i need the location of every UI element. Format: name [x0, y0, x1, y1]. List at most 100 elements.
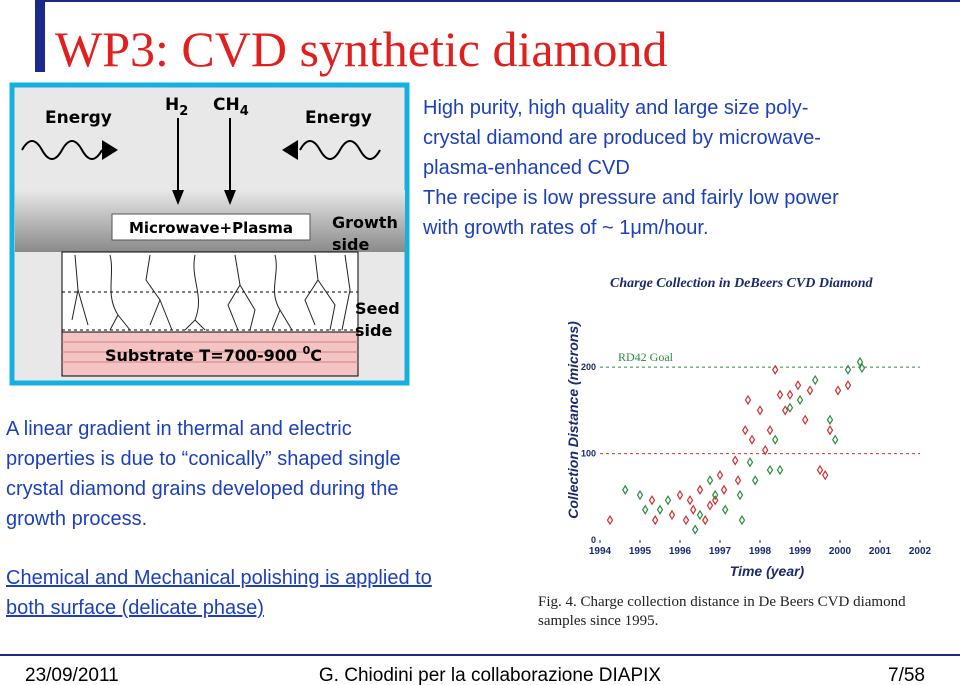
arrow-head [172, 190, 184, 205]
data-point [734, 475, 742, 486]
data-point [651, 514, 659, 526]
data-point [746, 457, 754, 468]
data-point [711, 495, 719, 506]
goal-label: RD42 Goal [618, 350, 674, 364]
data-point [821, 470, 829, 481]
data-point [794, 380, 802, 391]
substrate-label: Substrate T=700-900 0C [105, 344, 322, 365]
data-point [691, 524, 699, 535]
data-point [689, 504, 697, 515]
growth-label: Growth [332, 213, 398, 232]
data-point [786, 389, 794, 400]
arrow-head [224, 190, 236, 205]
growth-label: side [332, 235, 369, 254]
data-point [858, 362, 866, 374]
data-point [682, 514, 690, 526]
cvd-diagram: Energy Energy H2 CH4 Microwave+Plasma Gr… [9, 82, 410, 386]
ch4-label: CH4 [213, 95, 249, 119]
data-point [766, 425, 774, 436]
scatter-chart: Charge Collection in DeBeers CVD Diamond… [538, 276, 932, 629]
x-tick-label: 1999 [789, 546, 812, 557]
data-point [806, 385, 814, 396]
data-point [706, 475, 714, 486]
arrow-head [282, 140, 298, 160]
h2-sub: 2 [179, 104, 188, 119]
energy-waves [21, 140, 381, 160]
data-point [664, 495, 672, 506]
data-point [816, 464, 824, 476]
plasma-box [111, 213, 311, 241]
data-point [801, 414, 809, 425]
arrow-head [102, 140, 118, 160]
footer-date: 23/09/2011 [25, 665, 119, 685]
data-point [720, 484, 728, 496]
footer-author: G. Chiodini per la collaborazione DIAPIX [319, 665, 662, 685]
y-tick-label: 0 [591, 535, 596, 545]
data-point [656, 504, 664, 515]
substrate-unit: C [310, 346, 322, 365]
data-point [751, 475, 759, 486]
data-point [844, 380, 852, 391]
data-point [711, 489, 719, 501]
data-point [744, 394, 752, 406]
y-tick-label: 200 [581, 362, 596, 372]
data-point [636, 489, 644, 501]
data-point [796, 394, 804, 406]
substrate [61, 331, 359, 377]
text-line: both surface (delicate phase) [6, 597, 264, 619]
data-point [606, 514, 614, 526]
data-point [668, 509, 676, 521]
data-point [756, 405, 764, 416]
substrate-grid [62, 341, 358, 363]
footer-page: 7/58 [888, 665, 925, 685]
text-line: A linear gradient in thermal and electri… [6, 418, 352, 440]
data-point [648, 495, 656, 506]
text-line: Chemical and Mechanical polishing is app… [6, 567, 432, 589]
seed-label: side [355, 321, 392, 340]
seed-label: Seed [355, 299, 400, 318]
text-line: The recipe is low pressure and fairly lo… [423, 187, 839, 209]
x-tick-label: 2000 [829, 546, 852, 557]
h2-text: H [165, 95, 179, 115]
data-point [686, 495, 694, 506]
ch4-sub: 4 [240, 104, 249, 119]
data-point [696, 484, 704, 496]
x-tick-label: 2001 [869, 546, 892, 557]
data-point [676, 489, 684, 501]
data-point [776, 464, 784, 476]
data-point [716, 470, 724, 481]
data-point [826, 414, 834, 425]
text-line: properties is due to “conically” shaped … [6, 448, 401, 470]
ch4-text: CH [213, 95, 240, 115]
y-tick-label: 100 [581, 449, 596, 459]
text-line: High purity, high quality and large size… [423, 97, 808, 119]
data-point [856, 356, 864, 368]
polishing-text: Chemical and Mechanical polishing is app… [6, 567, 432, 619]
data-point [706, 500, 714, 511]
plasma-label: Microwave+Plasma [129, 219, 293, 237]
x-tick-label: 1997 [709, 546, 732, 557]
data-point [641, 504, 649, 515]
data-point [781, 405, 789, 416]
intro-text: High purity, high quality and large size… [422, 97, 839, 239]
figure-caption: samples since 1995. [538, 613, 658, 629]
data-point [748, 434, 756, 445]
text-line: growth process. [6, 508, 147, 530]
data-point [826, 425, 834, 436]
energy-label: Energy [305, 108, 372, 128]
data-point [721, 504, 729, 515]
text-line: crystal diamond grains developed during … [6, 478, 398, 500]
x-tick-label: 1995 [629, 546, 652, 557]
data-point [731, 455, 739, 466]
y-axis-label: Collection Distance (microns) [565, 321, 581, 519]
text-line: crystal diamond are produced by microwav… [423, 127, 821, 149]
energy-label: Energy [45, 108, 112, 128]
data-point [701, 514, 709, 526]
data-point [776, 389, 784, 400]
x-tick-label: 2002 [909, 546, 932, 557]
substrate-sup: 0 [303, 344, 311, 357]
data-point [834, 385, 842, 396]
data-point [811, 374, 819, 386]
data-point [771, 364, 779, 375]
